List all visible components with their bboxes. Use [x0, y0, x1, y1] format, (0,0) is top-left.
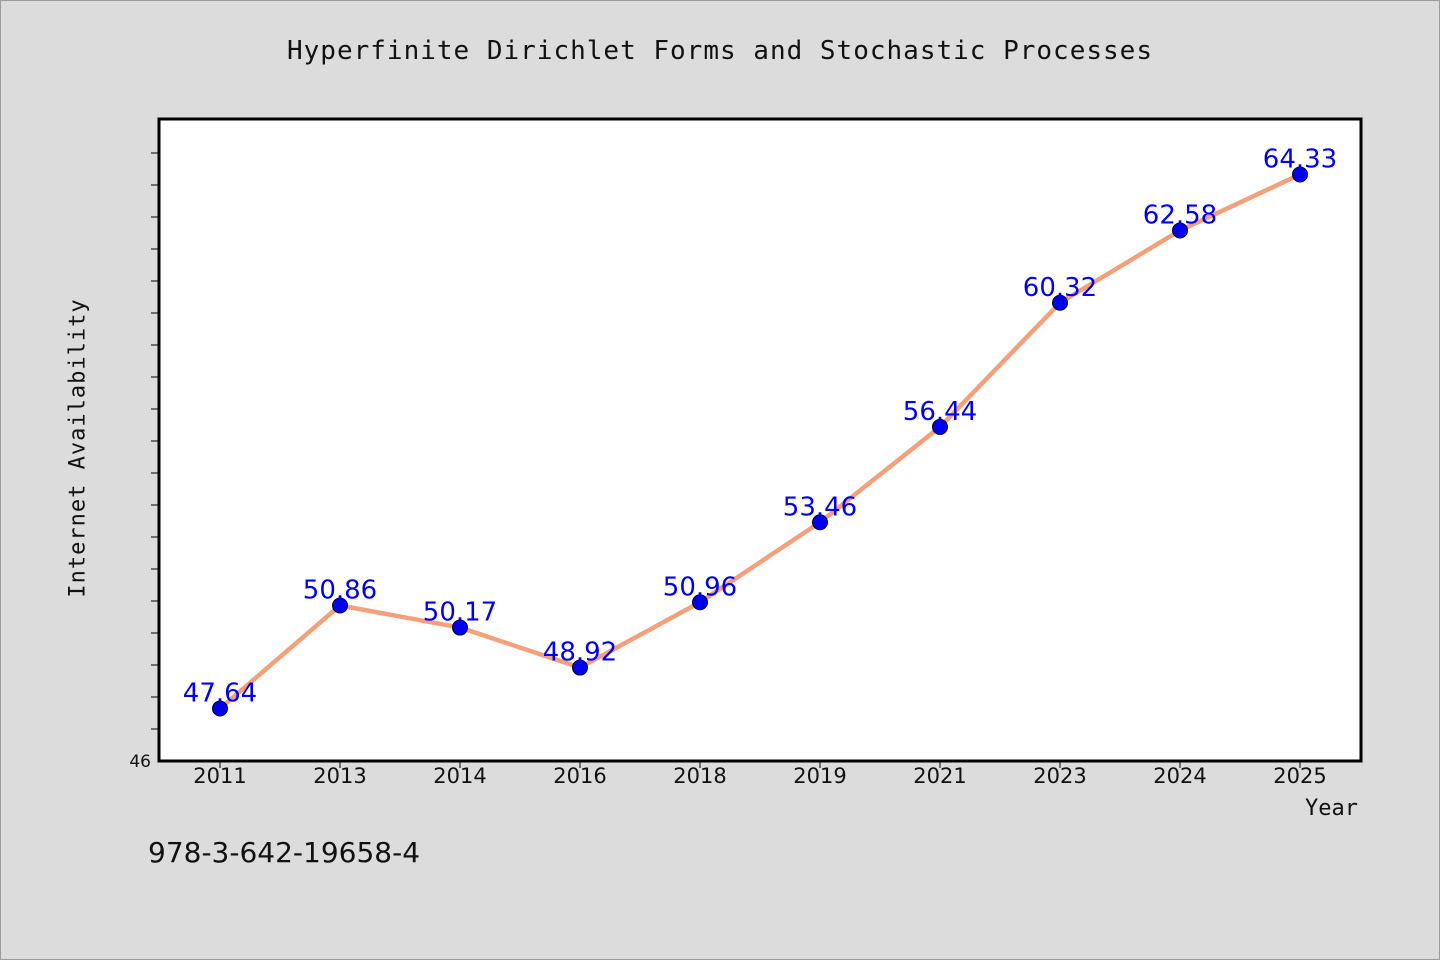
x-tick-label: 2019 [793, 764, 846, 788]
data-label: 50.96 [663, 572, 737, 602]
x-tick-label: 2021 [913, 764, 966, 788]
data-point [332, 597, 348, 614]
data-label: 48.92 [543, 638, 617, 668]
x-tick-label: 2025 [1273, 764, 1326, 788]
x-tick-label: 2013 [313, 764, 366, 788]
data-point [1292, 166, 1308, 183]
data-point [1052, 294, 1068, 311]
x-tick-label: 2016 [553, 764, 606, 788]
series-line [218, 172, 1301, 711]
chart-title: Hyperfinite Dirichlet Forms and Stochast… [287, 36, 1153, 66]
data-label: 50.86 [303, 575, 377, 605]
plot-area [157, 117, 1363, 763]
data-label: 64.33 [1263, 144, 1337, 174]
data-label: 47.64 [183, 679, 257, 709]
data-label: 50.17 [423, 598, 497, 628]
data-label: 60.32 [1023, 273, 1097, 303]
data-label: 62.58 [1143, 200, 1217, 230]
data-point [572, 659, 588, 676]
data-point [452, 619, 468, 636]
data-point [932, 418, 948, 435]
data-point [812, 514, 828, 531]
isbn-footnote: 978-3-642-19658-4 [148, 836, 421, 869]
y-tick-label: 46 [129, 752, 151, 772]
x-tick-label: 2024 [1153, 764, 1206, 788]
data-label: 53.46 [783, 492, 857, 522]
data-point [212, 700, 228, 717]
x-tick-label: 2023 [1033, 764, 1086, 788]
x-tick-label: 2014 [433, 764, 486, 788]
x-tick-label: 2011 [193, 764, 246, 788]
x-tick-label: 2018 [673, 764, 726, 788]
x-axis-label: Year [1305, 796, 1358, 821]
data-point [692, 594, 708, 611]
data-point [1172, 222, 1188, 239]
data-label: 56.44 [903, 397, 977, 427]
